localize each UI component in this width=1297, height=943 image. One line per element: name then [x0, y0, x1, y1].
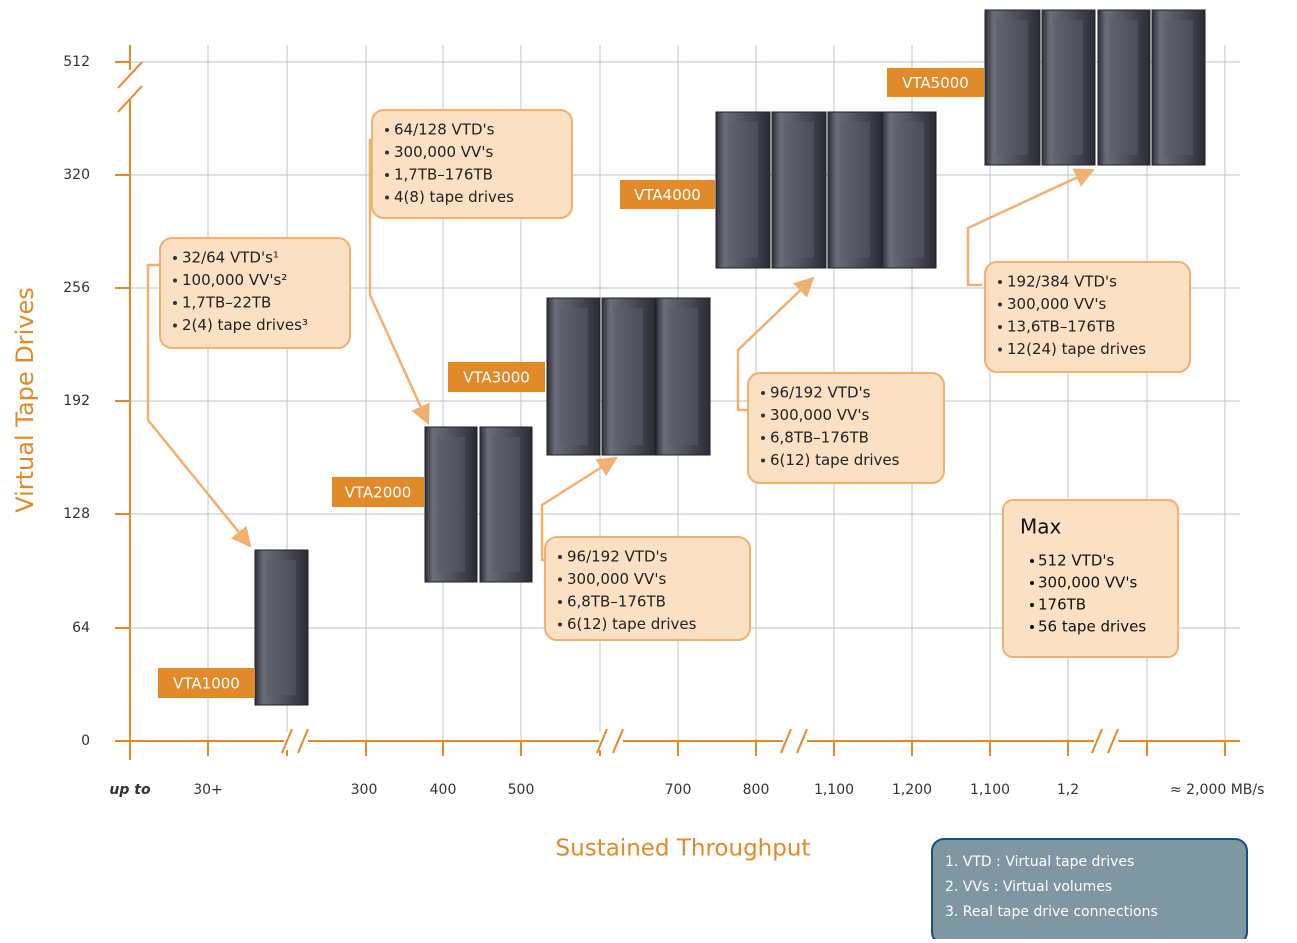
bullet: [385, 128, 389, 132]
bullet: [385, 173, 389, 177]
spec-line: 4(8) tape drives: [394, 188, 514, 206]
spec-line: 96/192 VTD's: [567, 548, 668, 566]
bullet: [558, 600, 562, 604]
server-panel: [997, 20, 1028, 155]
server-panel: [614, 308, 643, 445]
bullet: [173, 279, 177, 283]
model-label: VTA5000: [902, 74, 969, 92]
server-panel: [1164, 20, 1193, 155]
spec-line: 1,7TB–22TB: [182, 294, 271, 312]
y-tick-label: 0: [81, 733, 90, 749]
bullet: [761, 414, 765, 418]
y-tick-label: 320: [63, 167, 90, 183]
max-line: 56 tape drives: [1038, 618, 1146, 636]
server-panel: [492, 437, 520, 572]
x-tick-label: 1,2: [1057, 782, 1079, 798]
x-tick-label: 30+: [193, 782, 223, 798]
bullet: [385, 151, 389, 155]
footnote: 1. VTD : Virtual tape drives: [945, 854, 1134, 870]
bullet: [998, 325, 1002, 329]
spec-line: 300,000 VV's: [770, 406, 869, 424]
spec-line: 300,000 VV's: [1007, 295, 1106, 313]
bullet: [1030, 625, 1034, 629]
y-tick-label: 256: [63, 280, 90, 296]
spec-line: 13,6TB–176TB: [1007, 318, 1115, 336]
server-panel: [894, 122, 924, 258]
server-panel: [1054, 20, 1083, 155]
spec-line: 192/384 VTD's: [1007, 273, 1117, 291]
y-tick-label: 192: [63, 393, 90, 409]
server-panel: [728, 122, 758, 258]
bullet: [173, 301, 177, 305]
bullet: [761, 459, 765, 463]
y-tick-label: 64: [72, 620, 90, 636]
spec-line: 6(12) tape drives: [770, 451, 900, 469]
model-label: VTA1000: [173, 675, 240, 693]
bullet: [1030, 603, 1034, 607]
bullet: [173, 324, 177, 328]
footnote: 3. Real tape drive connections: [945, 904, 1158, 920]
spec-line: 6,8TB–176TB: [567, 593, 666, 611]
bullet: [761, 436, 765, 440]
max-title: Max: [1020, 515, 1062, 539]
x-axis-title: Sustained Throughput: [556, 836, 811, 862]
diagram: Virtual Tape Drives Sustained Throughput…: [0, 0, 1297, 939]
spec-line: 96/192 VTD's: [770, 384, 871, 402]
spec-line: 12(24) tape drives: [1007, 340, 1146, 358]
spec-line: 32/64 VTD's¹: [182, 249, 279, 267]
server-panel: [267, 560, 296, 695]
x-tick-label: 500: [508, 782, 535, 798]
bullet: [558, 623, 562, 627]
x-tick-label: 300: [351, 782, 378, 798]
server-panel: [784, 122, 814, 258]
x-tick-label: 700: [665, 782, 692, 798]
bullet: [998, 303, 1002, 307]
x-tick-label: 1,200: [892, 782, 932, 798]
spec-line: 2(4) tape drives³: [182, 316, 308, 334]
bullet: [1030, 559, 1034, 563]
y-tick-label: 128: [63, 506, 90, 522]
max-line: 300,000 VV's: [1038, 574, 1137, 592]
max-line: 176TB: [1038, 596, 1086, 614]
server-panel: [559, 308, 588, 445]
bullet: [173, 256, 177, 260]
bullet: [1030, 581, 1034, 585]
spec-line: 100,000 VV's²: [182, 271, 287, 289]
bullet: [385, 196, 389, 200]
y-axis-title: Virtual Tape Drives: [11, 287, 39, 513]
server-panel: [437, 437, 465, 572]
x-tick-label: up to: [109, 782, 151, 798]
bullet: [998, 348, 1002, 352]
bullet: [998, 280, 1002, 284]
spec-line: 6,8TB–176TB: [770, 429, 869, 447]
server-panel: [668, 308, 698, 445]
bullet: [558, 578, 562, 582]
footnote: 2. VVs : Virtual volumes: [945, 879, 1112, 895]
x-tick-label: 1,100: [970, 782, 1010, 798]
bullet: [761, 391, 765, 395]
x-tick-label: 1,100: [814, 782, 854, 798]
max-line: 512 VTD's: [1038, 552, 1114, 570]
spec-line: 6(12) tape drives: [567, 615, 697, 633]
model-label: VTA3000: [463, 369, 530, 387]
spec-line: 1,7TB–176TB: [394, 166, 493, 184]
spec-line: 300,000 VV's: [394, 143, 493, 161]
server-panel: [1110, 20, 1138, 155]
y-tick-label: 512: [63, 54, 90, 70]
bullet: [558, 555, 562, 559]
model-label: VTA2000: [345, 484, 412, 502]
server-panel: [840, 122, 870, 258]
x-tick-label: 400: [430, 782, 457, 798]
spec-line: 300,000 VV's: [567, 570, 666, 588]
x-tick-label: 800: [743, 782, 770, 798]
model-label: VTA4000: [634, 186, 701, 204]
spec-line: 64/128 VTD's: [394, 121, 495, 139]
x-tick-label: ≈ 2,000 MB/s: [1170, 782, 1264, 798]
